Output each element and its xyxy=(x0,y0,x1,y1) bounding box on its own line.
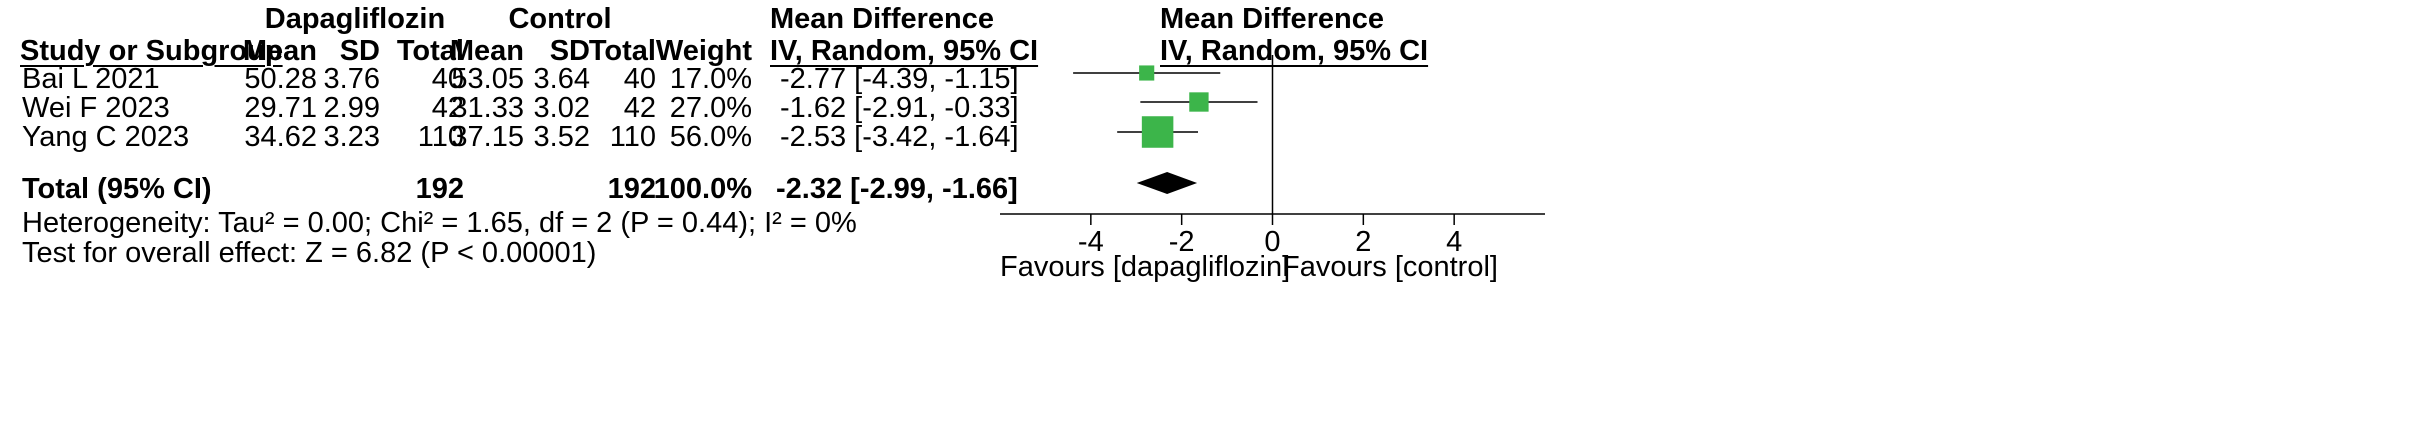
column-header-weight: Weight xyxy=(655,35,752,67)
exp-total-cell: 42 xyxy=(431,92,464,124)
column-header-exp-mean: Mean xyxy=(242,35,317,67)
study-effect-marker xyxy=(1141,116,1174,148)
favours-right-label: Favours [control] xyxy=(1282,251,1498,283)
study-effect-marker xyxy=(1139,65,1155,81)
total-label: Total (95% CI) xyxy=(22,173,212,205)
ctrl-sd-cell: 3.64 xyxy=(533,63,590,95)
weight-cell: 17.0% xyxy=(669,63,752,95)
exp-mean-cell: 29.71 xyxy=(244,92,317,124)
ctrl-total-cell: 110 xyxy=(609,121,656,153)
exp-sd-cell: 3.23 xyxy=(323,121,380,153)
column-header-ctrl-total: Total xyxy=(588,35,656,67)
ctrl-total-cell: 40 xyxy=(623,63,656,95)
overall-effect-text: Test for overall effect: Z = 6.82 (P < 0… xyxy=(22,237,597,269)
study-name: Wei F 2023 xyxy=(22,92,170,124)
total-ci-text: -2.32 [-2.99, -1.66] xyxy=(776,173,1018,205)
study-name: Bai L 2021 xyxy=(22,63,160,95)
exp-sd-cell: 2.99 xyxy=(323,92,380,124)
group-header-dapagliflozin: Dapagliflozin xyxy=(264,3,446,35)
exp-total-cell: 110 xyxy=(417,121,464,153)
ci-text-cell: -1.62 [-2.91, -0.33] xyxy=(780,92,1019,124)
ci-text-cell: -2.53 [-3.42, -1.64] xyxy=(780,121,1019,153)
pooled-effect-diamond xyxy=(1136,172,1198,194)
x-axis-tick-label: -2 xyxy=(1169,226,1195,258)
exp-total-cell: 40 xyxy=(431,63,464,95)
column-header-ctrl-mean: Mean xyxy=(449,35,524,67)
weight-cell: 27.0% xyxy=(669,92,752,124)
exp-mean-cell: 50.28 xyxy=(244,63,317,95)
weight-cell: 56.0% xyxy=(669,121,752,153)
x-axis-tick-label: -4 xyxy=(1078,226,1104,258)
x-axis-tick-label: 4 xyxy=(1446,226,1462,258)
ci-text-cell: -2.77 [-4.39, -1.15] xyxy=(780,63,1019,95)
ctrl-sd-cell: 3.02 xyxy=(533,92,590,124)
total-ctrl-total: 192 xyxy=(607,173,656,205)
ctrl-sd-cell: 3.52 xyxy=(533,121,590,153)
column-header-study: Study or Subgroup xyxy=(20,35,283,67)
effect-header-title: Mean Difference xyxy=(770,3,995,35)
column-header-exp-sd: SD xyxy=(339,35,380,67)
column-header-ctrl-sd: SD xyxy=(549,35,590,67)
ctrl-total-cell: 42 xyxy=(623,92,656,124)
favours-left-label: Favours [dapagliflozin] xyxy=(1000,251,1291,283)
study-name: Yang C 2023 xyxy=(22,121,190,153)
heterogeneity-text: Heterogeneity: Tau² = 0.00; Chi² = 1.65,… xyxy=(22,207,857,239)
study-effect-marker xyxy=(1189,92,1209,112)
ctrl-mean-cell: 37.15 xyxy=(451,121,524,153)
plot-header-title: Mean Difference xyxy=(1160,3,1385,35)
exp-sd-cell: 3.76 xyxy=(323,63,380,95)
x-axis-tick-label: 2 xyxy=(1355,226,1371,258)
total-weight: 100.0% xyxy=(653,173,752,205)
exp-mean-cell: 34.62 xyxy=(244,121,317,153)
x-axis-tick-label: 0 xyxy=(1264,226,1280,258)
ctrl-mean-cell: 53.05 xyxy=(451,63,524,95)
total-exp-total: 192 xyxy=(415,173,464,205)
ctrl-mean-cell: 31.33 xyxy=(451,92,524,124)
column-header-exp-total: Total xyxy=(396,35,464,67)
group-header-control: Control xyxy=(508,3,612,35)
